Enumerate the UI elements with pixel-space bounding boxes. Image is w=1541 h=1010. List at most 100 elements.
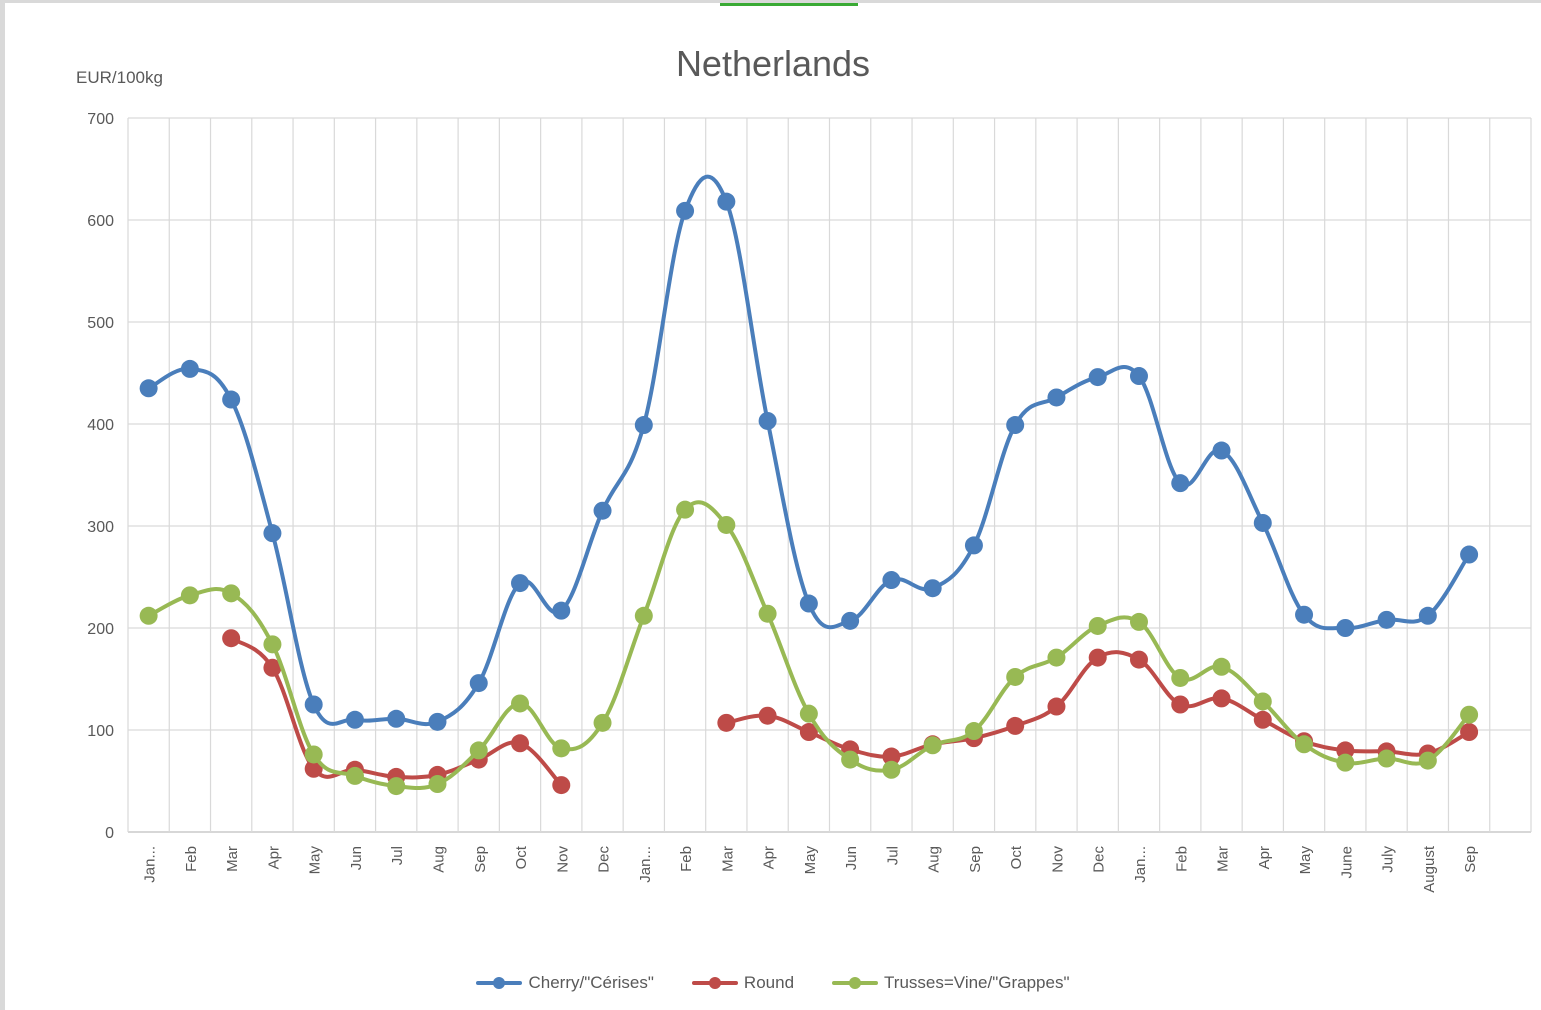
data-point-series-0 [1088,368,1107,387]
x-tick-label: Feb [183,846,200,872]
window-accent-tab [720,3,858,6]
data-point-series-0 [964,536,983,555]
x-tick-label: Jul [389,846,406,865]
data-point-series-0 [799,594,818,613]
data-point-series-0 [222,390,241,409]
x-tick-label: Jun [843,846,860,870]
data-point-series-2 [593,713,612,732]
legend-swatch-2 [832,977,879,989]
data-point-series-1 [717,713,736,732]
data-point-series-2 [345,766,364,785]
data-point-series-0 [841,611,860,630]
data-point-series-0 [634,416,653,435]
y-tick-label: 300 [87,519,114,536]
data-point-series-1 [222,629,241,648]
legend-swatch-1 [691,977,738,989]
data-point-series-2 [1460,705,1479,724]
chart-frame: Netherlands EUR/100kg 0 100 200 300 400 500 60… [5,3,1541,1010]
chart-title: Netherlands [675,43,871,84]
x-tick-label: Jan... [142,846,159,883]
legend-item-0: Cherry/"Cérises" [476,973,654,993]
x-tick-label: Sep [472,846,489,873]
data-point-series-1 [882,747,901,766]
x-tick-label: Mar [1215,846,1232,872]
legend-label-2: Trusses=Vine/"Grappes" [884,973,1070,992]
x-tick-label: Apr [265,846,282,869]
data-point-series-1 [758,706,777,725]
data-point-series-0 [552,601,571,620]
data-point-series-0 [923,579,942,598]
data-point-series-1 [1212,689,1231,708]
data-point-series-1 [1129,650,1148,669]
series-line-0 [146,174,1472,727]
data-point-series-1 [1006,716,1025,735]
data-point-series-0 [1336,619,1355,637]
data-point-series-2 [180,586,199,605]
data-point-series-1 [304,759,323,778]
data-point-series-0 [1377,610,1396,629]
data-point-series-0 [593,501,612,520]
data-point-series-2 [1171,668,1190,687]
data-point-series-2 [923,736,942,755]
data-point-series-2 [758,604,777,623]
data-point-series-2 [1212,657,1231,676]
legend-item-1: Round [691,973,795,993]
data-point-series-2 [469,741,488,760]
data-point-series-1 [552,776,571,795]
data-point-series-0 [428,712,447,731]
data-point-series-0 [717,192,736,211]
data-point-series-0 [1171,474,1190,493]
data-point-series-2 [387,777,406,796]
x-tick-label: Apr [1256,846,1273,869]
data-point-series-1 [1253,710,1272,729]
data-point-series-2 [1295,735,1314,754]
x-tick-label: May [802,846,819,875]
y-tick-label: 700 [87,111,114,128]
y-tick-label: 200 [87,621,114,638]
x-tick-label: Feb [678,846,695,872]
data-point-series-2 [964,722,983,741]
data-point-series-1 [1460,723,1479,742]
data-point-series-0 [758,411,777,430]
data-point-series-0 [263,524,282,543]
x-tick-label: Oct [513,845,530,869]
data-point-series-0 [511,574,530,593]
x-tick-label: Apr [761,846,778,869]
y-tick-label: 500 [87,315,114,332]
data-point-series-2 [263,635,282,654]
y-tick-label: 600 [87,213,114,230]
chart-legend: Cherry/"Cérises" Round Trusses=Vine/"Grapp… [5,973,1541,993]
data-point-series-2 [717,515,736,534]
data-point-series-2 [1418,751,1437,770]
data-point-series-0 [1460,545,1479,564]
data-point-series-2 [1129,612,1148,631]
data-point-series-2 [428,775,447,794]
data-point-series-2 [304,745,323,764]
x-tick-label: Nov [1049,846,1066,873]
data-point-series-1 [511,734,530,753]
data-point-series-2 [1377,749,1396,768]
legend-label-1: Round [743,973,795,992]
x-tick-label: Jan... [637,846,654,883]
data-point-series-0 [387,709,406,728]
data-point-series-0 [676,201,695,220]
x-tick-label: May [1297,846,1314,875]
data-point-series-0 [180,359,199,378]
series-line-1 [724,650,1472,759]
data-point-series-0 [345,710,364,729]
data-point-series-2 [1088,616,1107,635]
legend-swatch-0 [476,977,523,989]
x-tick-label: Aug [926,846,943,873]
data-point-series-2 [1336,753,1355,772]
data-point-series-1 [1088,648,1107,667]
x-tick-label: July [1380,846,1397,873]
x-tick-label: Oct [1008,845,1025,869]
y-axis-unit-label: EUR/100kg [76,68,163,87]
data-point-series-0 [304,695,323,714]
data-point-series-2 [634,606,653,625]
x-tick-label: Mar [224,846,241,872]
data-point-series-2 [552,739,571,758]
data-point-series-2 [139,606,158,625]
y-tick-label: 0 [105,825,114,842]
data-point-series-2 [841,750,860,769]
